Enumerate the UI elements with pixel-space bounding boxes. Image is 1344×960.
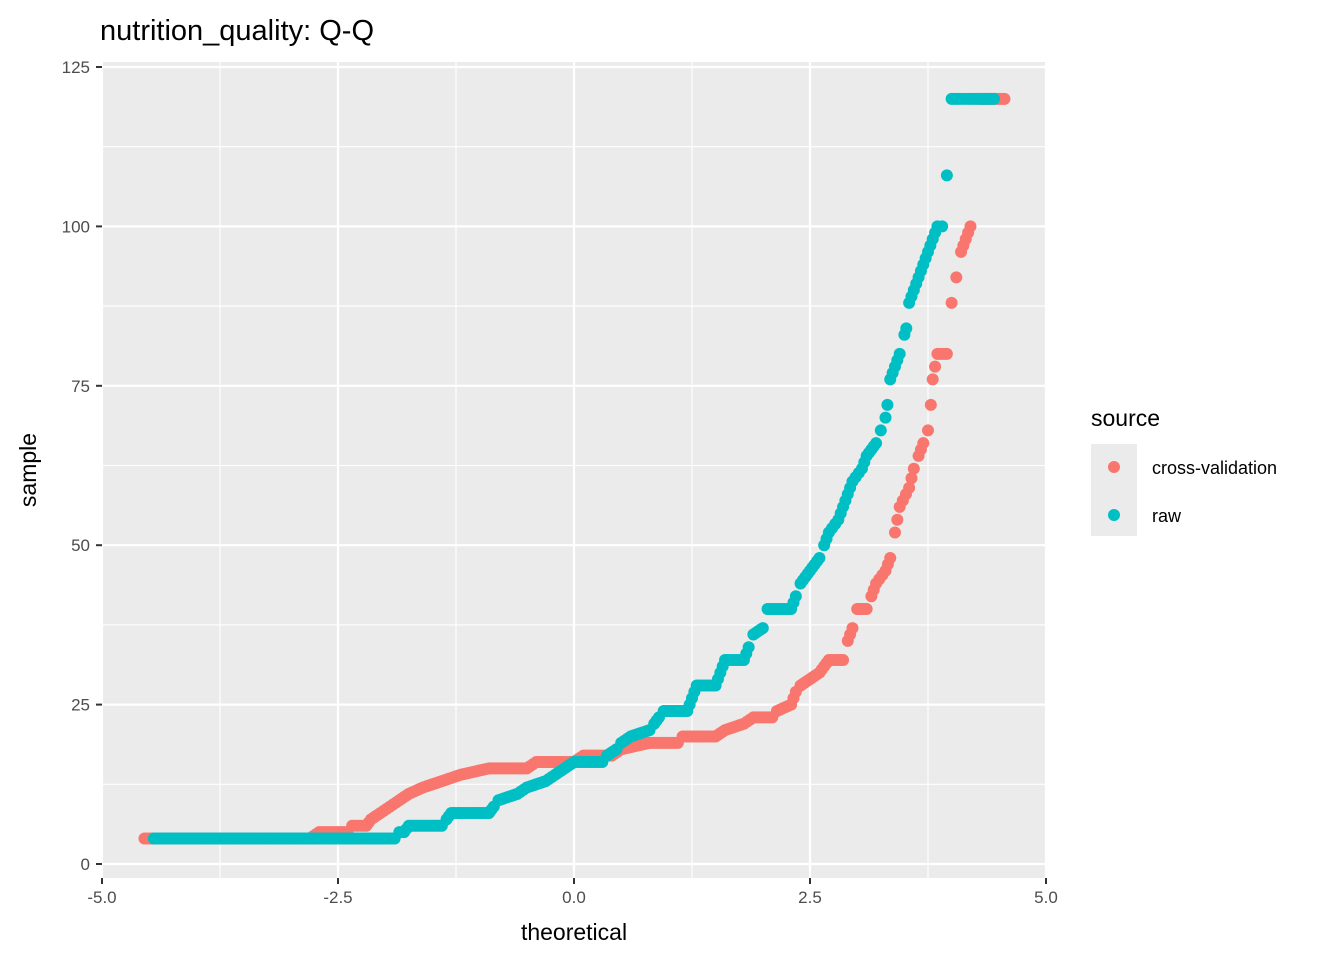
data-point [881,398,894,411]
data-point-fill [929,360,942,373]
y-axis: 0 25 50 75 100 125 [62,58,102,874]
data-points [138,92,1011,845]
y-axis-title: sample [15,433,41,507]
data-point [874,424,887,437]
y-tick-label: 75 [71,377,90,396]
data-point [756,622,769,635]
x-axis: -5.0 -2.5 0.0 2.5 5.0 [87,878,1058,907]
legend-key-0 [1108,461,1120,473]
x-tick-label: -2.5 [323,888,352,907]
data-point [922,424,934,437]
data-point [940,347,953,360]
data-point [917,437,930,450]
data-point [860,602,873,615]
x-axis-title: theoretical [521,919,627,945]
y-tick-label: 100 [62,217,90,236]
data-point [964,220,977,233]
data-point [998,92,1011,105]
legend-key-background [1091,444,1137,536]
data-point [988,92,1001,105]
x-tick-label: 2.5 [798,888,822,907]
x-tick-label: -5.0 [87,888,116,907]
data-point [742,641,755,654]
data-point [789,590,802,603]
data-point [879,411,892,424]
data-point [907,462,920,475]
major-gridlines [100,62,1048,878]
y-tick-label: 0 [81,855,90,874]
x-tick-label: 5.0 [1034,888,1058,907]
chart-title: nutrition_quality: Q-Q [100,15,374,47]
series-raw [147,92,1001,845]
legend: source cross-validation raw [1091,405,1277,536]
legend-key-1 [1108,509,1120,521]
data-point [884,551,897,564]
data-point [950,271,963,284]
data-point [813,551,826,564]
data-point-fill [891,513,904,526]
data-point [940,169,953,182]
data-point [945,296,958,309]
data-point [888,526,901,539]
data-point [870,437,883,450]
data-point-fill [905,472,918,485]
data-point [936,220,949,233]
data-point [893,347,906,360]
data-point [926,373,939,386]
legend-label-0: cross-validation [1152,458,1277,478]
data-point [837,653,850,666]
y-tick-label: 50 [71,536,90,555]
x-tick-label: 0.0 [562,888,586,907]
y-tick-label: 25 [71,696,90,715]
legend-title: source [1091,405,1160,431]
data-point [846,622,859,635]
legend-label-1: raw [1152,506,1182,526]
y-tick-label: 125 [62,58,90,77]
data-point [924,398,937,411]
data-point [900,322,913,335]
data-point [903,481,916,494]
